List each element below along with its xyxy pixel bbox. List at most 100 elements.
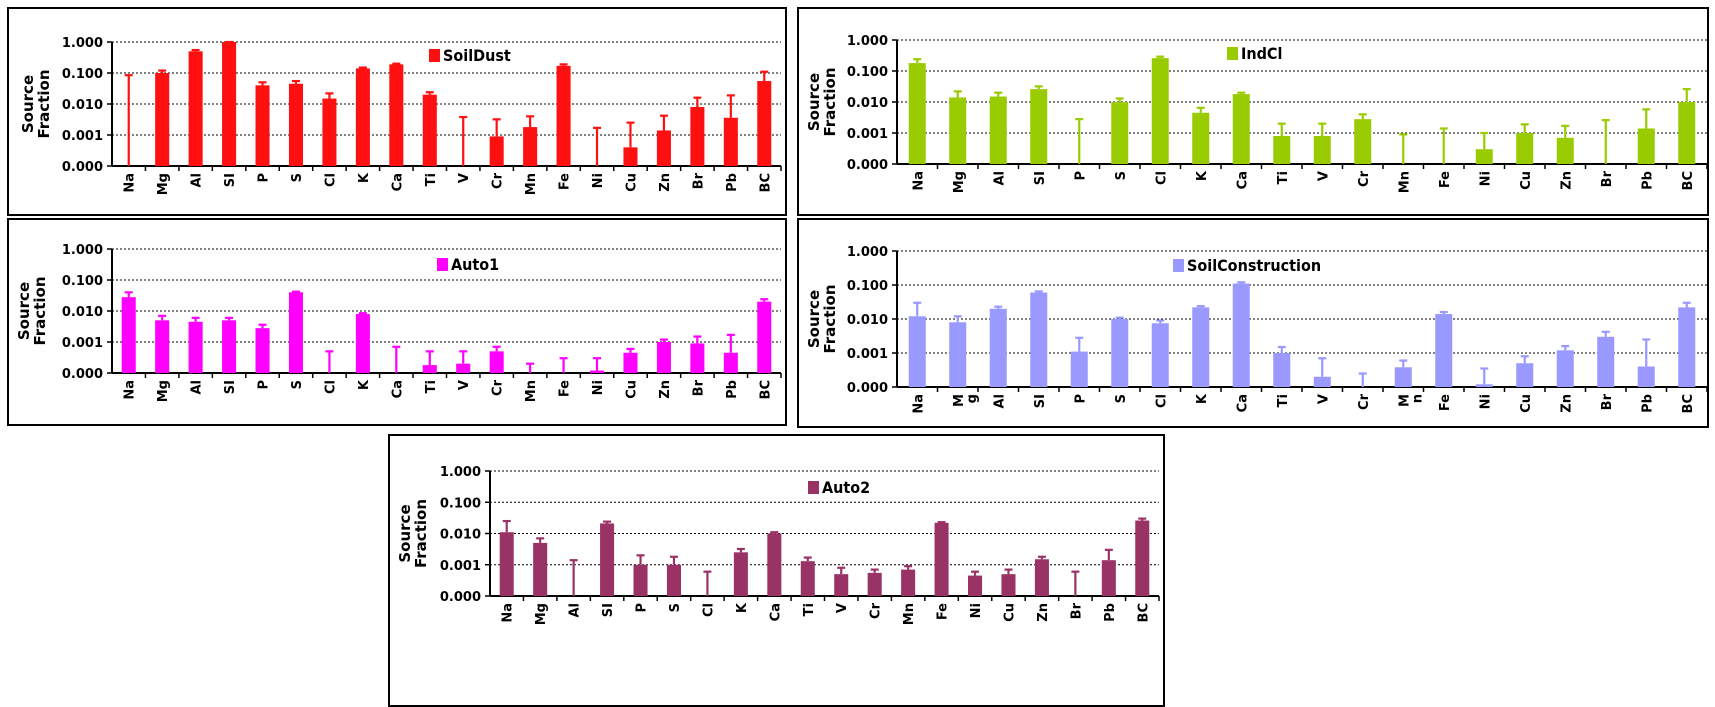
- x-tick-label: Mn: [902, 603, 917, 625]
- x-tick-label: Al: [190, 173, 205, 188]
- x-tick-label: Ti: [802, 603, 817, 616]
- x-tick-label: Cl: [323, 380, 338, 394]
- x-tick-label: Br: [691, 379, 706, 396]
- bar-si: [600, 523, 615, 596]
- x-tick-label: Zn: [658, 380, 673, 399]
- x-tick-label: Mn: [524, 380, 539, 402]
- x-tick-label: Al: [992, 394, 1007, 409]
- x-tick-label: P: [1073, 171, 1088, 181]
- x-tick-label: V: [1316, 171, 1331, 181]
- x-tick-label: K: [735, 602, 750, 613]
- bar-zn: [1034, 559, 1049, 596]
- y-tick-label: 1.000: [62, 36, 103, 51]
- chart-panel-soilconstruction: 0.000 0.001 0.010 0.100 1.000 SourceFraction N…: [797, 218, 1709, 428]
- y-tick-label: 0.010: [847, 313, 888, 328]
- chart-svg: 0.000 0.001 0.010 0.100 1.000 SourceFraction N…: [396, 465, 1160, 625]
- x-tick-label: S: [290, 380, 305, 389]
- y-tick-label: 0.000: [62, 367, 103, 382]
- x-tick-label: Cu: [1002, 603, 1017, 622]
- x-tick-label: Pb: [725, 380, 740, 399]
- bar-pb: [723, 352, 738, 373]
- bar-br: [690, 107, 705, 166]
- bar-p: [255, 85, 270, 166]
- bar-bc: [1135, 520, 1150, 596]
- x-tick-label: SI: [1033, 171, 1048, 185]
- x-tick-label: Zn: [1559, 394, 1574, 413]
- bar-zn: [656, 130, 671, 166]
- x-tick-label: K: [357, 379, 372, 390]
- bar-ca: [389, 64, 404, 166]
- chart-panel-auto1: 0.000 0.001 0.010 0.100 1.000 SourceFraction N…: [7, 218, 787, 426]
- bar-v: [1313, 136, 1331, 164]
- x-tick-label: Pb: [1103, 603, 1118, 622]
- x-tick-label: Ti: [1276, 394, 1291, 407]
- bar-pb: [1637, 366, 1655, 387]
- y-tick-label: 0.010: [847, 96, 888, 111]
- y-axis-label: SourceFraction: [805, 285, 839, 354]
- bar-na: [499, 532, 514, 596]
- bar-p: [633, 564, 648, 596]
- bar-ni: [590, 370, 605, 373]
- x-tick-label: BC: [1136, 603, 1151, 622]
- x-tick-label: V: [457, 173, 472, 183]
- y-tick-label: 0.001: [62, 129, 103, 144]
- x-tick-label: S: [1114, 394, 1129, 403]
- x-tick-label: Cl: [1154, 171, 1169, 185]
- x-tick-label: Ca: [390, 380, 405, 398]
- legend-label: Auto2: [822, 478, 870, 497]
- x-tick-label: Fe: [1438, 394, 1453, 411]
- x-tick-label: Pb: [1640, 171, 1655, 190]
- y-tick-label: 0.000: [440, 590, 481, 605]
- bar-zn: [1556, 137, 1574, 164]
- y-tick-label: 0.000: [62, 160, 103, 175]
- x-tick-label: BC: [1681, 171, 1696, 190]
- x-tick-label: SI: [1033, 394, 1048, 408]
- x-tick-label: Ca: [390, 173, 405, 191]
- y-tick-label: 0.100: [62, 67, 103, 82]
- bar-v: [456, 363, 471, 373]
- x-tick-label: Mn: [524, 173, 539, 195]
- bar-si: [222, 42, 237, 166]
- x-tick-label: P: [1073, 394, 1088, 404]
- bar-fe: [556, 65, 571, 166]
- bar-ca: [1232, 94, 1250, 164]
- chart-panel-soildust: 0.000 0.001 0.010 0.100 1.000 SourceFraction N…: [7, 7, 787, 216]
- x-tick-label: Al: [190, 380, 205, 395]
- x-tick-label: K: [1195, 170, 1210, 181]
- y-tick-label: 1.000: [847, 34, 888, 49]
- bar-na: [121, 297, 136, 373]
- bar-cr: [489, 351, 504, 373]
- chart-svg: 0.000 0.001 0.010 0.100 1.000 SourceFraction N…: [19, 36, 782, 195]
- bar-k: [355, 68, 370, 166]
- bar-s: [1111, 319, 1129, 387]
- bar-k: [1192, 112, 1210, 164]
- bar-si: [222, 320, 237, 373]
- x-tick-label: BC: [758, 380, 773, 399]
- x-tick-label: Cr: [1357, 170, 1372, 187]
- x-tick-label: Zn: [658, 173, 673, 192]
- legend-label: SoilConstruction: [1187, 256, 1321, 275]
- x-tick-label: Ni: [591, 380, 606, 395]
- x-tick-label: V: [835, 603, 850, 613]
- legend-swatch: [429, 49, 440, 62]
- y-tick-label: 0.001: [62, 336, 103, 351]
- x-tick-label: Ni: [591, 173, 606, 188]
- bar-al: [188, 321, 203, 373]
- x-tick-label: Cr: [869, 602, 884, 619]
- x-tick-label: Ti: [424, 380, 439, 393]
- x-tick-label: Al: [992, 171, 1007, 186]
- bar-ni: [1475, 149, 1493, 164]
- x-tick-label: Zn: [1559, 171, 1574, 190]
- x-tick-label: Ni: [1478, 394, 1493, 409]
- y-axis-label: SourceFraction: [19, 70, 53, 139]
- bar-ca: [767, 533, 782, 596]
- bar-zn: [1556, 350, 1574, 387]
- bar-mg: [155, 320, 170, 373]
- bar-pb: [1101, 560, 1116, 596]
- x-tick-label: SI: [223, 380, 238, 394]
- bar-cr: [489, 136, 504, 166]
- y-tick-label: 0.100: [847, 279, 888, 294]
- x-tick-label: Ti: [1276, 171, 1291, 184]
- bar-si: [1030, 292, 1048, 387]
- bar-v: [834, 574, 849, 596]
